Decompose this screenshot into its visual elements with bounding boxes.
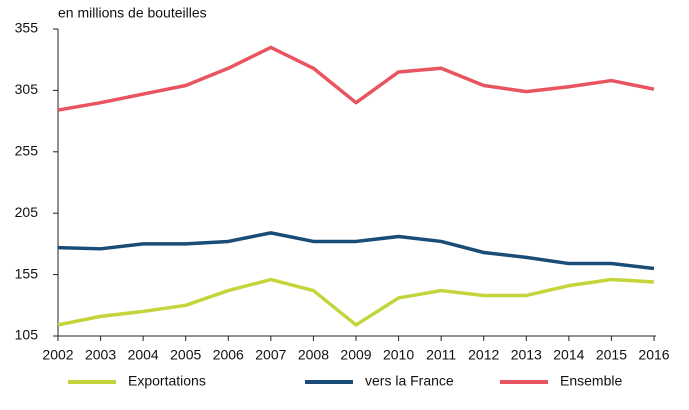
x-tick-label: 2008 (298, 347, 329, 363)
x-tick-label: 2014 (553, 347, 584, 363)
series-line (57, 277, 655, 327)
x-tick-label: 2005 (170, 347, 201, 363)
legend-label: Exportations (128, 373, 206, 389)
y-tick-label: 255 (15, 143, 39, 159)
series-line (57, 45, 655, 112)
y-tick-label: 205 (15, 204, 39, 220)
x-tick-label: 2013 (511, 347, 542, 363)
series-line (57, 231, 655, 271)
x-tick-label: 2004 (128, 347, 159, 363)
x-tick-label: 2009 (340, 347, 371, 363)
x-tick-label: 2012 (468, 347, 499, 363)
y-axis-label: en millions de bouteilles (58, 5, 207, 21)
legend-label: vers la France (365, 373, 454, 389)
x-tick-label: 2016 (638, 347, 669, 363)
y-tick-label: 305 (15, 81, 39, 97)
x-tick-label: 2003 (85, 347, 116, 363)
x-tick-label: 2010 (383, 347, 414, 363)
x-tick-label: 2006 (213, 347, 244, 363)
legend-label: Ensemble (560, 373, 622, 389)
x-tick-label: 2002 (42, 347, 73, 363)
x-tick-label: 2011 (426, 347, 456, 363)
y-tick-label: 355 (15, 20, 39, 36)
y-tick-label: 155 (15, 265, 39, 281)
y-tick-label: 105 (15, 327, 39, 343)
x-tick-label: 2015 (596, 347, 627, 363)
x-tick-label: 2007 (255, 347, 286, 363)
